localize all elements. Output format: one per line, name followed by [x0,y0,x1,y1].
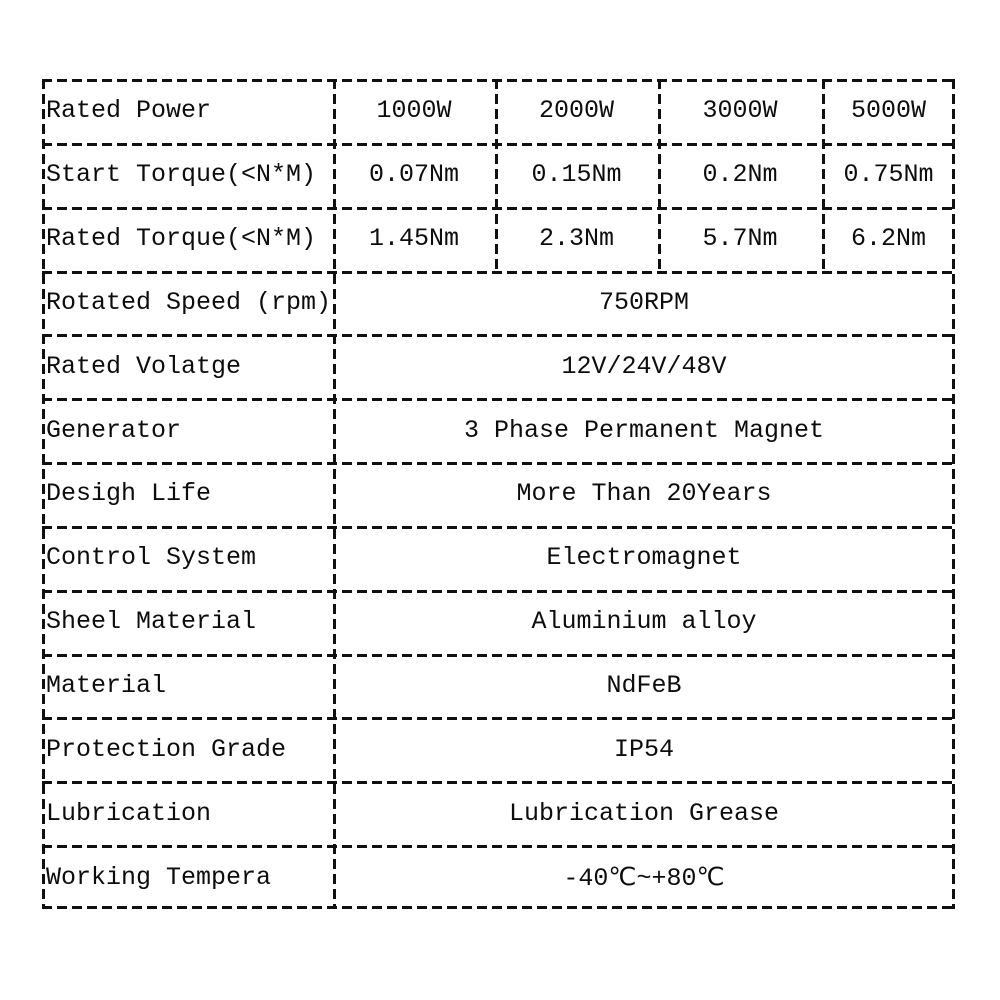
spec-label: Material [46,671,167,701]
spec-value: Aluminium alloy [531,607,757,637]
table-row: Control System Electromagnet [42,526,955,590]
spec-value: 3 Phase Permanent Magnet [463,415,825,445]
table-row: Working Tempera -40℃~+80℃ [42,845,955,909]
spec-label: Control System [46,543,257,573]
dashed-line-horizontal [42,590,955,593]
dashed-line-vertical [822,79,825,274]
dashed-line-horizontal [42,79,955,82]
spec-value: 0.75Nm [843,160,934,190]
dashed-line-horizontal [42,207,955,210]
dashed-line-vertical [658,79,661,274]
spec-value: 2000W [538,96,614,126]
table-row: Rated Torque(<N*M) 1.45Nm 2.3Nm 5.7Nm 6.… [42,207,955,271]
spec-value: 5.7Nm [702,224,778,254]
spec-label: Generator [46,415,182,445]
spec-value: 12V/24V/48V [561,351,727,381]
spec-value: 1.45Nm [368,224,459,254]
spec-value: 0.2Nm [702,160,778,190]
spec-value: Electromagnet [546,543,742,573]
dashed-line-horizontal [42,334,955,337]
spec-label: Sheel Material [46,607,257,637]
dashed-line-horizontal [42,271,955,274]
spec-table: Rated Power 1000W 2000W 3000W 5000W Star… [42,79,955,909]
spec-value: 750RPM [598,287,689,317]
table-row: Rated Power 1000W 2000W 3000W 5000W [42,79,955,143]
dashed-line-horizontal [42,654,955,657]
spec-label: Start Torque(<N*M) [46,160,317,190]
spec-value: 2.3Nm [538,224,614,254]
table-row: Sheel Material Aluminium alloy [42,590,955,654]
table-row: Generator 3 Phase Permanent Magnet [42,398,955,462]
dashed-line-horizontal [42,462,955,465]
table-row: Start Torque(<N*M) 0.07Nm 0.15Nm 0.2Nm 0… [42,143,955,207]
table-row: Rotated Speed (rpm) 750RPM [42,271,955,335]
spec-value: 0.15Nm [531,160,622,190]
spec-label: Rotated Speed (rpm) [46,287,332,317]
dashed-line-vertical [495,79,498,274]
spec-value: 3000W [702,96,778,126]
table-row: Protection Grade IP54 [42,717,955,781]
dashed-line-vertical [952,79,955,909]
spec-label: Protection Grade [46,734,287,764]
spec-label: Desigh Life [46,479,212,509]
spec-value: 1000W [376,96,452,126]
table-row: Desigh Life More Than 20Years [42,462,955,526]
table-row: Rated Volatge 12V/24V/48V [42,334,955,398]
table-row: Lubrication Lubrication Grease [42,781,955,845]
dashed-line-horizontal [42,717,955,720]
table-row: Material NdFeB [42,654,955,718]
spec-label: Rated Torque(<N*M) [46,224,317,254]
spec-value: 0.07Nm [368,160,459,190]
spec-value: Lubrication Grease [508,798,780,828]
spec-label: Lubrication [46,798,212,828]
dashed-line-horizontal [42,906,955,909]
dashed-line-horizontal [42,781,955,784]
dashed-line-vertical [333,79,336,909]
spec-label: Rated Power [46,96,212,126]
spec-value: More Than 20Years [516,479,772,509]
dashed-line-horizontal [42,845,955,848]
spec-label: Rated Volatge [46,351,242,381]
spec-value: 5000W [850,96,926,126]
spec-table-rows: Rated Power 1000W 2000W 3000W 5000W Star… [42,79,955,909]
spec-label: Working Tempera [46,862,272,892]
dashed-line-horizontal [42,143,955,146]
dashed-line-horizontal [42,526,955,529]
spec-value: IP54 [613,734,674,764]
spec-value: NdFeB [606,671,682,701]
dashed-line-vertical [42,79,45,909]
spec-value: 6.2Nm [850,224,926,254]
spec-value: -40℃~+80℃ [563,863,725,893]
dashed-line-horizontal [42,398,955,401]
